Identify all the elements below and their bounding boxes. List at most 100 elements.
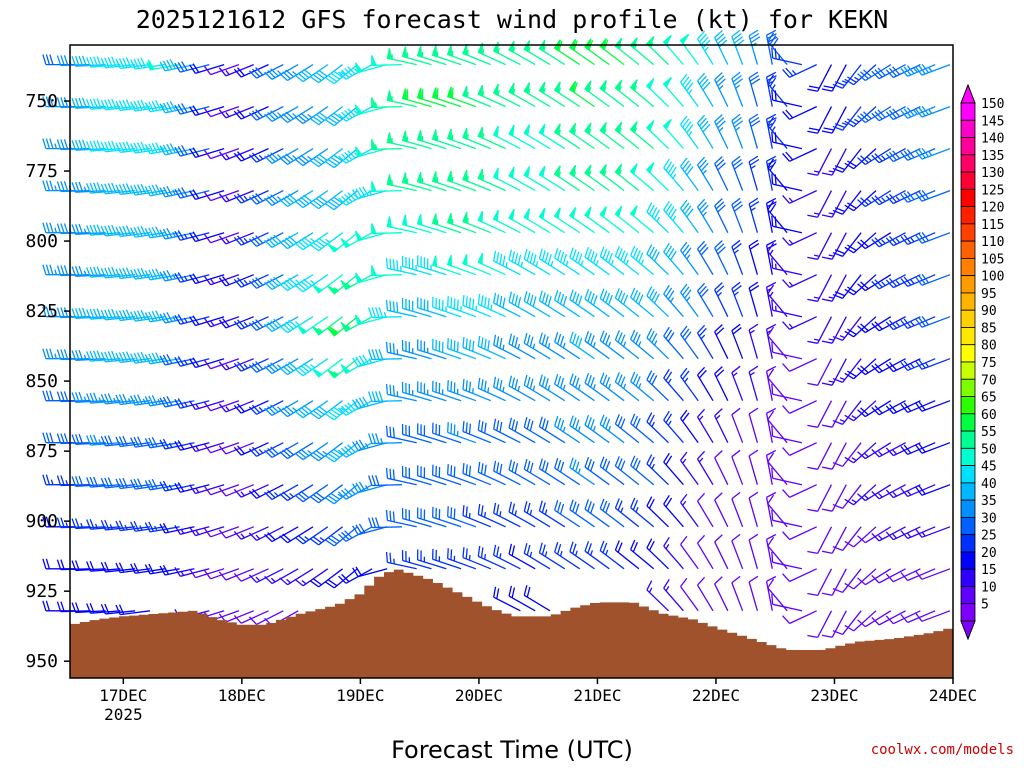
barb-full [614, 288, 620, 299]
barb-staff [210, 63, 240, 76]
wind-barb [203, 232, 240, 244]
barb-full [60, 223, 65, 234]
barb-staff [462, 430, 492, 444]
barb-half [892, 449, 897, 455]
wind-barb [417, 297, 447, 318]
barb-full [541, 292, 546, 303]
barb-full [174, 188, 181, 199]
credit-text: coolwx.com/models [870, 742, 1014, 758]
barb-full [732, 243, 742, 251]
barb-staff [680, 123, 699, 149]
wind-barb [821, 190, 847, 218]
barb-full [832, 630, 843, 636]
barb-half [54, 185, 58, 191]
wind-barb [782, 358, 817, 372]
barb-staff [878, 484, 906, 500]
barb-full [769, 203, 777, 213]
barb-staff [318, 316, 343, 336]
barb-staff [447, 305, 477, 318]
barb-half [54, 311, 58, 317]
barb-staff [302, 148, 329, 167]
barb-full [766, 449, 777, 456]
barb-staff [432, 390, 462, 402]
barb-full [74, 560, 80, 571]
barb-full [584, 372, 590, 384]
wind-barb [446, 254, 477, 276]
barb-full [607, 252, 613, 264]
barb-full [233, 194, 242, 204]
barb-full [71, 560, 77, 571]
barb-full [584, 246, 590, 258]
barb-full [174, 230, 181, 241]
barb-full [218, 109, 227, 119]
barb-half [304, 536, 310, 541]
barb-full [698, 75, 707, 85]
wind-barb [680, 157, 699, 191]
barb-full [682, 118, 690, 128]
barb-pennant [312, 284, 323, 294]
wind-barb [630, 329, 655, 360]
barb-pennant [327, 285, 339, 295]
wind-barb [731, 533, 744, 570]
barb-staff [696, 374, 714, 402]
barb-full [408, 257, 411, 269]
barb-full [93, 350, 99, 361]
barb-full [766, 365, 777, 372]
wind-barb [189, 400, 225, 411]
barb-staff [789, 358, 817, 372]
barb-full [680, 451, 688, 461]
barb-half [863, 494, 869, 500]
barb-full [871, 575, 880, 584]
barb-full [496, 546, 500, 557]
wind-barb [871, 316, 906, 332]
wind-barb [86, 434, 121, 446]
barb-pennant [599, 206, 607, 219]
barb-staff [584, 466, 610, 486]
barb-full [462, 379, 465, 390]
wind-barb [599, 80, 625, 108]
wind-barb [714, 576, 729, 612]
wind-barb [832, 106, 862, 131]
barb-staff [789, 64, 817, 78]
barb-full [697, 366, 706, 376]
barb-staff [748, 245, 759, 275]
barb-pennant [553, 207, 561, 220]
barb-full [237, 445, 245, 455]
barb-full [318, 405, 328, 413]
barb-full [684, 247, 692, 257]
wind-barb [680, 535, 699, 570]
wind-barb [915, 526, 951, 538]
barb-full [417, 549, 419, 560]
barb-full [871, 617, 880, 626]
barb-full [844, 372, 855, 380]
barb-full [282, 323, 291, 332]
wind-barb [279, 106, 314, 124]
barb-full [279, 115, 288, 123]
wind-barb [663, 368, 684, 402]
barb-full [821, 550, 833, 554]
barb-staff [646, 295, 669, 318]
barb-full [577, 337, 583, 348]
wind-barb [417, 423, 447, 444]
wind-barb [174, 356, 210, 367]
barb-full [496, 462, 500, 473]
barb-full [584, 541, 590, 552]
barb-staff [149, 274, 180, 281]
barb-half [421, 135, 424, 142]
barb-full [682, 412, 690, 422]
barb-pennant [584, 164, 592, 177]
barb-staff [646, 379, 669, 402]
barb-staff [842, 106, 862, 131]
barb-full [888, 109, 897, 119]
barb-full [663, 326, 670, 337]
barb-staff [120, 526, 151, 532]
barb-full [78, 223, 84, 235]
barb-staff [921, 105, 951, 118]
wind-barb [431, 45, 462, 66]
barb-full [233, 446, 242, 456]
wind-barb [462, 463, 492, 486]
barb-full [857, 619, 866, 628]
wind-barb [731, 365, 744, 401]
barb-full [358, 439, 366, 450]
barb-full [341, 531, 350, 541]
